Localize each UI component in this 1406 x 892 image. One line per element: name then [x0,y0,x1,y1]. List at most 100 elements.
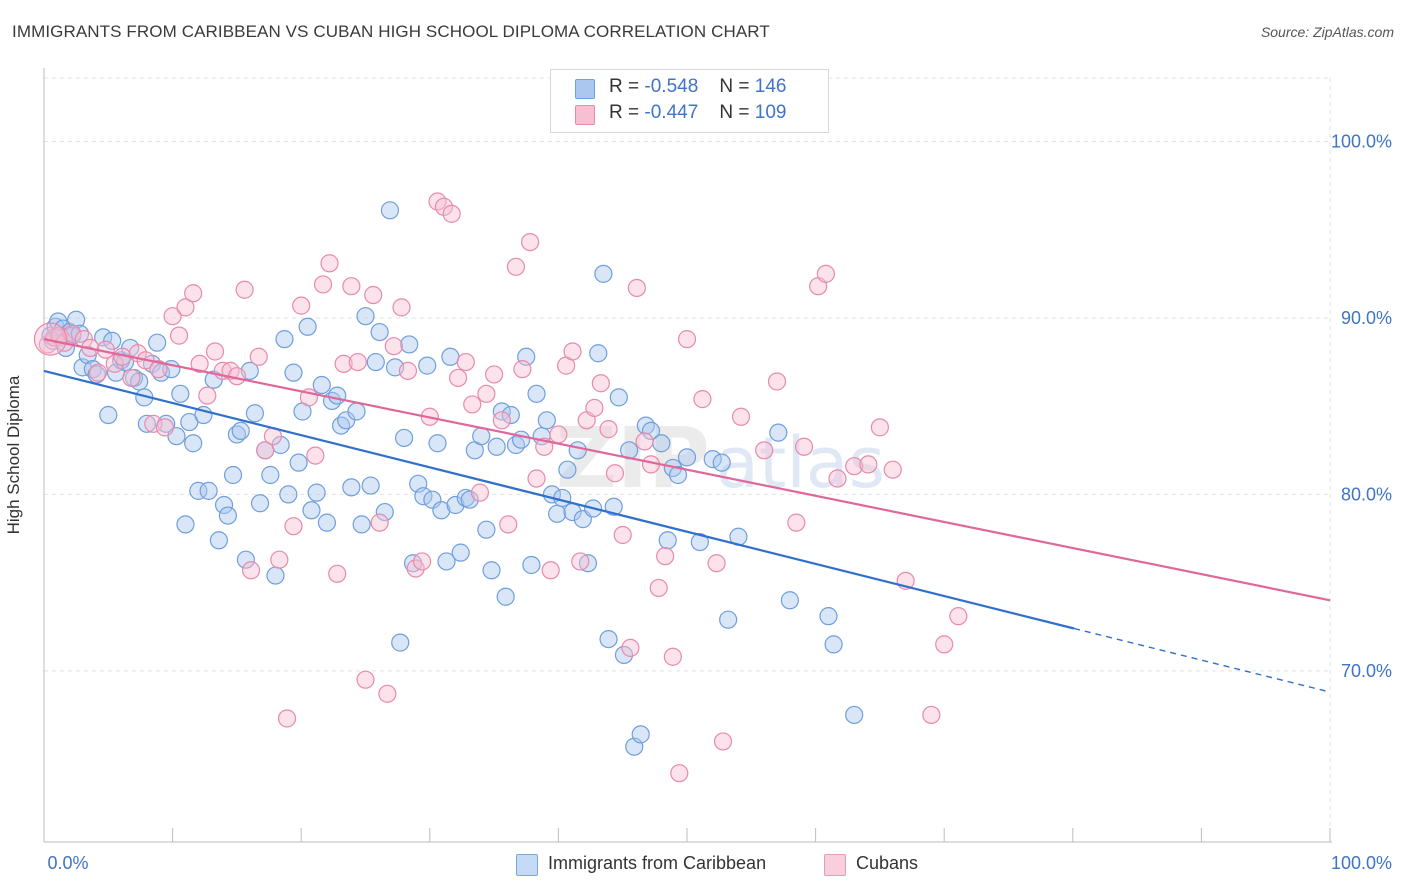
cuban-point [249,347,268,366]
legend-swatch-caribbean [575,79,595,99]
caribbean-point [312,375,331,395]
cuban-point [434,197,454,216]
cuban-point [456,352,475,372]
caribbean-point [223,465,243,485]
cuban-point [306,446,325,465]
bottom-legend-swatch-cubans [824,854,846,876]
cuban-point [392,298,411,317]
cuban-point [198,386,217,405]
caribbean-point [137,414,156,433]
caribbean-point [437,552,456,571]
legend-swatch-cubans [575,105,595,125]
caribbean-point [568,441,587,460]
cuban-point [591,374,610,393]
caribbean-point [275,330,294,349]
caribbean-point [352,515,371,534]
cuban-trend-line [43,338,1331,602]
legend-r-value: -0.447 [644,102,699,123]
cuban-point [656,547,675,566]
caribbean-point [236,550,256,569]
caribbean-point [609,388,628,407]
legend-n-value: 109 [754,102,787,123]
legend-r-label: R = [609,76,640,97]
cuban-point [935,635,954,654]
caribbean-point [487,437,506,456]
caribbean-point [370,322,389,342]
cuban-point [605,464,625,483]
caribbean-point [67,310,86,329]
cuban-point [816,264,835,283]
cuban-point [184,284,203,303]
cuban-point [635,432,654,451]
cuban-point [412,552,432,571]
cuban-point [448,368,468,388]
cuban-point [563,342,582,361]
cuban-point [513,360,532,379]
cuban-point [527,469,546,488]
legend-r-label: R = [609,102,640,123]
cuban-point [787,513,806,532]
caribbean-point [380,201,400,220]
cuban-point [477,384,496,403]
caribbean-point [176,515,195,534]
cuban-point [713,732,733,751]
caribbean-point [418,356,437,375]
caribbean-point [184,434,203,453]
caribbean-point [845,705,864,725]
cuban-point [176,298,195,317]
cuban-point [241,561,261,580]
caribbean-point [819,607,838,626]
caribbean-point [391,633,410,652]
legend-n-value: 146 [754,76,787,97]
cuban-point [235,280,254,299]
watermark-atlas: atlas [716,422,885,504]
cuban-point [649,578,668,598]
caribbean-point [668,465,688,485]
y-tick-label: 90.0% [1341,308,1392,328]
cuban-point [63,324,82,343]
cuban-point [613,525,632,545]
cuban-point [845,457,864,476]
tick-labels: 100.0% 90.0% 80.0% 70.0% 0.0% 100.0% [47,132,1392,873]
bottom-legend-label-caribbean: Immigrants from Caribbean [548,853,767,873]
y-tick-label: 80.0% [1341,484,1392,504]
caribbean-point [245,404,265,423]
y-tick-label: 70.0% [1341,661,1392,681]
caribbean-point [558,460,577,479]
caribbean-point [658,531,677,550]
bottom-legend-swatch-caribbean [516,854,538,876]
cuban-point [859,455,878,474]
caribbean-point [298,317,317,336]
caribbean-point [328,386,347,405]
bottom-legend-label-cubans: Cubans [856,853,919,873]
cuban-point [313,275,333,294]
cuban-point [621,638,640,658]
caribbean-point [428,434,447,453]
cuban-point [378,684,397,703]
caribbean-point [451,543,470,562]
cuban-point [149,360,168,379]
caribbean-point [218,506,237,525]
data-points [33,192,968,783]
cuban-point [163,307,182,326]
caribbean-point [604,497,623,516]
cuban-point [870,418,890,437]
caribbean-point [148,333,167,352]
caribbean-point [342,478,361,497]
cuban-point [122,368,141,388]
cuban-point [292,296,311,315]
caribbean-point [366,352,385,372]
caribbean-point [279,485,298,504]
caribbean-point [375,502,394,522]
caribbean-point [578,554,598,573]
cuban-point [883,460,902,479]
cuban-point [320,254,339,273]
caribbean-point [769,423,788,442]
caribbean-point [199,481,218,500]
caribbean-point [614,645,634,665]
caribbean-point [703,450,722,469]
cuban-point [670,764,689,783]
source-credit: Source: ZipAtlas.com [1260,24,1394,40]
cuban-point [169,326,189,345]
